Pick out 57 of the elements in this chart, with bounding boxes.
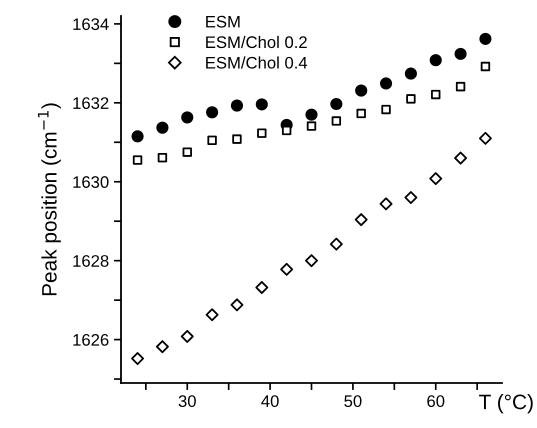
y-tick-label: 1630 <box>73 176 109 188</box>
point <box>280 262 294 276</box>
point <box>131 352 144 365</box>
point <box>305 254 318 268</box>
y-tick-label: 1626 <box>73 334 108 346</box>
point <box>230 298 244 312</box>
point <box>207 136 217 146</box>
y-tick-label: 1628 <box>73 255 108 267</box>
point <box>206 308 219 322</box>
point <box>355 84 368 97</box>
legend-label: ESM/Chol 0.2 <box>206 36 307 48</box>
point <box>132 155 142 165</box>
point <box>454 48 467 60</box>
point <box>256 98 268 110</box>
point <box>430 54 442 66</box>
point <box>431 90 440 100</box>
point <box>305 108 318 121</box>
x-axis-title: T (°C) <box>479 394 533 414</box>
point <box>480 62 490 72</box>
x-tick-label: 30 <box>178 395 196 408</box>
point <box>478 132 492 145</box>
point <box>206 106 218 118</box>
point <box>230 100 244 112</box>
point <box>132 130 144 142</box>
point <box>479 32 492 45</box>
y-tick-label: 1632 <box>73 97 108 110</box>
x-tick-label: 60 <box>427 395 444 408</box>
point <box>330 238 343 251</box>
point <box>255 281 268 294</box>
legend-label: ESM/Chol 0.4 <box>206 56 308 69</box>
point <box>429 172 442 186</box>
x-tick-label: 40 <box>261 395 279 408</box>
point <box>380 77 392 90</box>
point <box>356 108 366 118</box>
point <box>156 340 169 354</box>
point <box>306 121 316 131</box>
legend-label: ESM <box>206 16 240 28</box>
point <box>456 82 466 92</box>
point <box>330 98 342 110</box>
point <box>156 122 168 134</box>
point <box>354 213 368 226</box>
point <box>454 152 468 165</box>
point <box>380 197 393 210</box>
y-axis-title: Peak position (cm$^{−1}$) <box>38 103 61 296</box>
point <box>232 134 242 144</box>
point <box>406 94 416 104</box>
y-tick-label: 1634 <box>73 18 109 30</box>
point <box>332 116 342 126</box>
point <box>381 104 391 114</box>
point <box>181 111 194 124</box>
point <box>404 191 418 204</box>
point <box>182 147 192 157</box>
point <box>180 330 194 343</box>
x-tick-label: 50 <box>344 395 362 408</box>
point <box>404 68 417 80</box>
point <box>158 152 168 162</box>
point <box>257 128 267 138</box>
